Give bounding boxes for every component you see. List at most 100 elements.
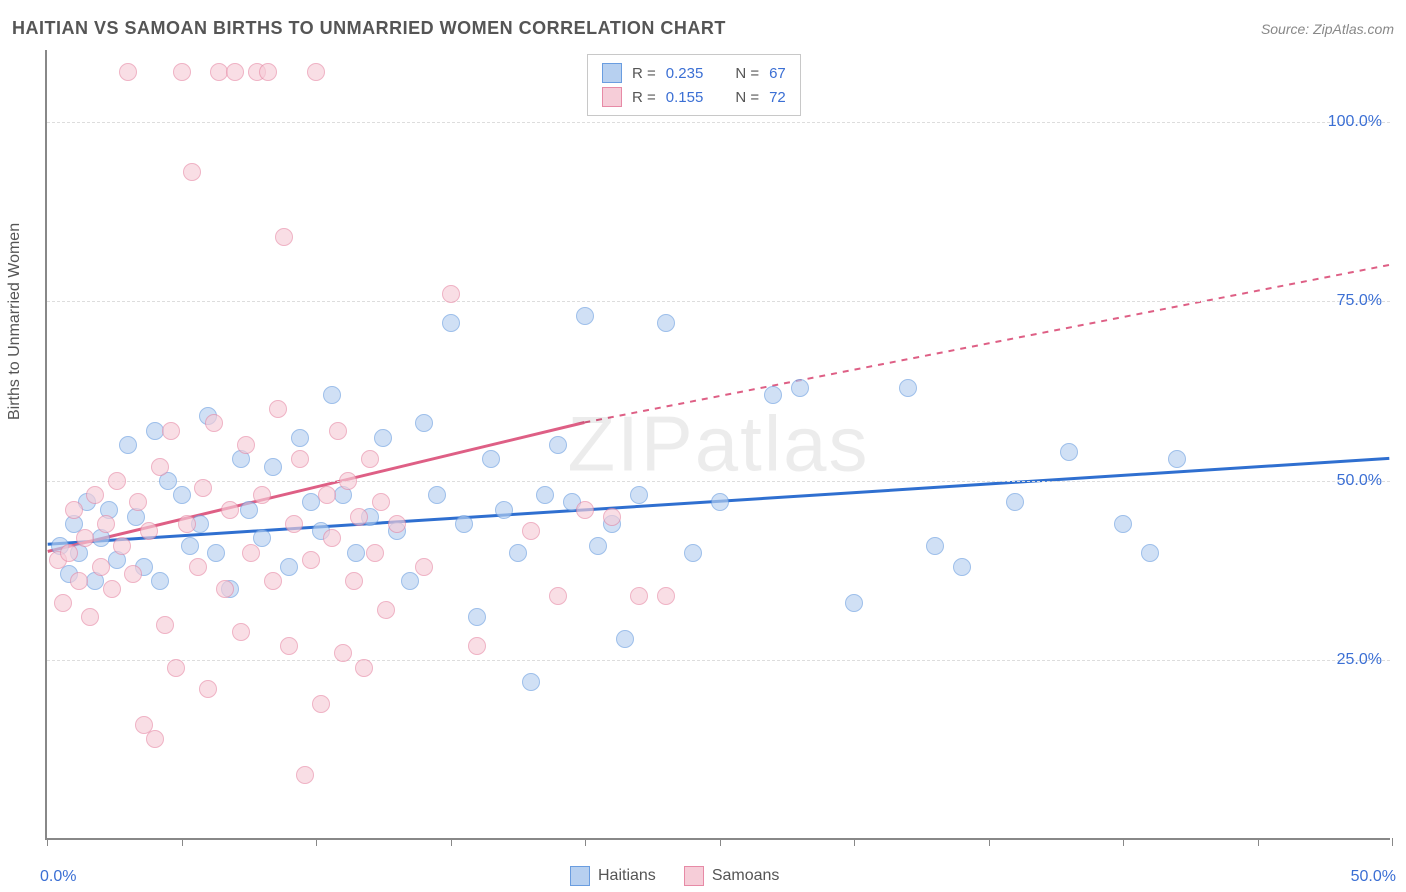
legend-swatch — [570, 866, 590, 886]
legend-series-label: Haitians — [598, 867, 656, 885]
data-point — [388, 515, 406, 533]
x-tick — [989, 838, 990, 846]
legend-series: Haitians Samoans — [570, 866, 779, 886]
data-point — [953, 558, 971, 576]
legend-swatch — [684, 866, 704, 886]
data-point — [1141, 544, 1159, 562]
data-point — [237, 436, 255, 454]
data-point — [482, 450, 500, 468]
data-point — [468, 637, 486, 655]
data-point — [576, 307, 594, 325]
scatter-plot-area: ZIPatlas R =0.235N =67R =0.155N =72 25.0… — [45, 50, 1390, 840]
data-point — [307, 63, 325, 81]
data-point — [355, 659, 373, 677]
data-point — [630, 486, 648, 504]
data-point — [549, 587, 567, 605]
data-point — [264, 572, 282, 590]
data-point — [146, 730, 164, 748]
data-point — [269, 400, 287, 418]
y-tick-label: 75.0% — [1337, 292, 1382, 310]
data-point — [495, 501, 513, 519]
data-point — [151, 572, 169, 590]
data-point — [926, 537, 944, 555]
x-tick — [585, 838, 586, 846]
gridline-h — [47, 122, 1390, 123]
legend-n-label: N = — [735, 89, 759, 106]
data-point — [162, 422, 180, 440]
data-point — [522, 673, 540, 691]
gridline-h — [47, 660, 1390, 661]
data-point — [791, 379, 809, 397]
data-point — [442, 314, 460, 332]
data-point — [65, 501, 83, 519]
x-tick — [47, 838, 48, 846]
data-point — [415, 558, 433, 576]
data-point — [1114, 515, 1132, 533]
data-point — [589, 537, 607, 555]
data-point — [156, 616, 174, 634]
gridline-h — [47, 301, 1390, 302]
data-point — [616, 630, 634, 648]
data-point — [509, 544, 527, 562]
data-point — [657, 314, 675, 332]
data-point — [275, 228, 293, 246]
data-point — [415, 414, 433, 432]
y-tick-label: 25.0% — [1337, 651, 1382, 669]
data-point — [350, 508, 368, 526]
data-point — [103, 580, 121, 598]
data-point — [285, 515, 303, 533]
chart-source: Source: ZipAtlas.com — [1261, 21, 1394, 37]
data-point — [97, 515, 115, 533]
data-point — [253, 486, 271, 504]
x-tick — [854, 838, 855, 846]
chart-header: HAITIAN VS SAMOAN BIRTHS TO UNMARRIED WO… — [12, 18, 1394, 39]
x-tick — [1392, 838, 1393, 846]
data-point — [178, 515, 196, 533]
data-point — [119, 436, 137, 454]
legend-n-label: N = — [735, 65, 759, 82]
legend-r-label: R = — [632, 89, 656, 106]
x-axis-label-min: 0.0% — [40, 868, 76, 886]
data-point — [711, 493, 729, 511]
x-tick — [451, 838, 452, 846]
data-point — [221, 501, 239, 519]
legend-swatch — [602, 87, 622, 107]
legend-series-item: Samoans — [684, 866, 780, 886]
data-point — [549, 436, 567, 454]
data-point — [194, 479, 212, 497]
data-point — [764, 386, 782, 404]
x-tick — [720, 838, 721, 846]
legend-n-value: 72 — [769, 89, 786, 106]
data-point — [242, 544, 260, 562]
data-point — [1168, 450, 1186, 468]
data-point — [372, 493, 390, 511]
data-point — [199, 680, 217, 698]
x-tick — [316, 838, 317, 846]
data-point — [318, 486, 336, 504]
data-point — [401, 572, 419, 590]
data-point — [657, 587, 675, 605]
data-point — [81, 608, 99, 626]
data-point — [323, 529, 341, 547]
legend-r-value: 0.155 — [666, 89, 704, 106]
data-point — [455, 515, 473, 533]
legend-r-label: R = — [632, 65, 656, 82]
data-point — [140, 522, 158, 540]
data-point — [205, 414, 223, 432]
data-point — [189, 558, 207, 576]
data-point — [240, 501, 258, 519]
data-point — [291, 450, 309, 468]
data-point — [428, 486, 446, 504]
data-point — [291, 429, 309, 447]
data-point — [60, 544, 78, 562]
y-tick-label: 100.0% — [1328, 113, 1382, 131]
data-point — [468, 608, 486, 626]
data-point — [1006, 493, 1024, 511]
data-point — [216, 580, 234, 598]
data-point — [312, 695, 330, 713]
gridline-h — [47, 481, 1390, 482]
data-point — [1060, 443, 1078, 461]
legend-stats-box: R =0.235N =67R =0.155N =72 — [587, 54, 801, 116]
data-point — [183, 163, 201, 181]
data-point — [576, 501, 594, 519]
